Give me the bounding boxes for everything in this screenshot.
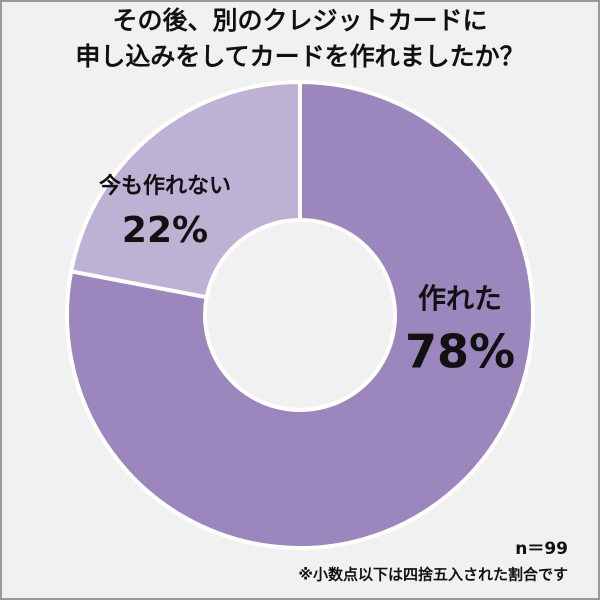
slice-label: 今も作れない: [99, 173, 231, 199]
chart-title: その後、別のクレジットカードに: [112, 6, 487, 35]
sample-note: n＝99: [515, 539, 568, 559]
value-label: 22%: [122, 210, 208, 251]
donut: [65, 79, 535, 550]
slice-label: 作れた: [418, 282, 502, 315]
donut-slice: [68, 79, 302, 300]
donut-slice: [65, 79, 535, 550]
value-label: 78%: [405, 325, 515, 379]
footnote: ※小数点以下は四捨五入された割合です: [298, 566, 568, 584]
chart-title: 申し込みをしてカードを作れましたか？: [75, 42, 524, 71]
